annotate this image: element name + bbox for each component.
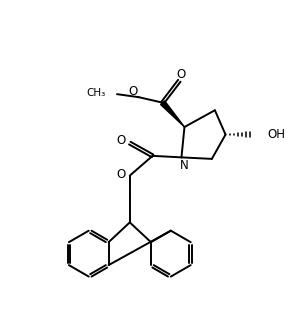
Text: O: O bbox=[117, 167, 126, 181]
Text: O: O bbox=[176, 68, 185, 81]
Text: O: O bbox=[128, 85, 137, 98]
Text: OH: OH bbox=[267, 128, 285, 141]
Text: CH₃: CH₃ bbox=[86, 88, 105, 98]
Text: O: O bbox=[117, 133, 126, 147]
Text: N: N bbox=[180, 160, 188, 172]
Polygon shape bbox=[161, 101, 185, 127]
